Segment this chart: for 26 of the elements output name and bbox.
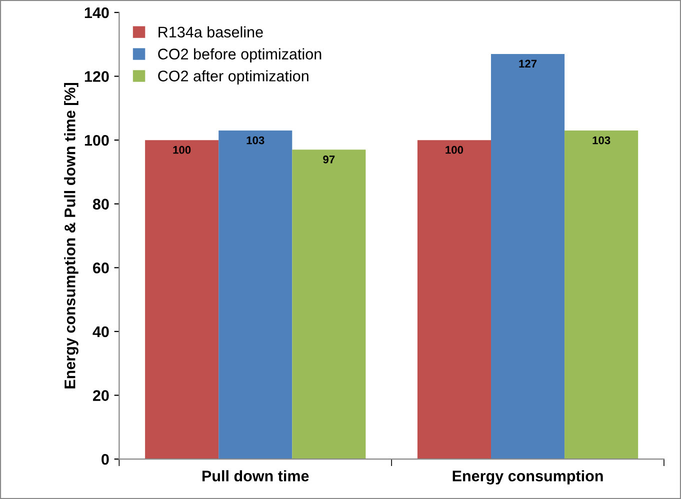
bar <box>145 140 219 460</box>
data-label: 100 <box>446 146 464 154</box>
x-tick-label: Pull down time <box>202 470 309 482</box>
y-tick-label: 140 <box>84 7 109 18</box>
data-label: 103 <box>246 136 264 144</box>
bar <box>564 130 638 460</box>
data-label: 100 <box>173 146 191 154</box>
y-tick-label: 100 <box>84 134 109 146</box>
bar <box>417 140 491 460</box>
bar <box>491 54 565 460</box>
bar <box>218 130 292 460</box>
y-tick-label: 120 <box>84 71 109 82</box>
x-tick-label: Energy consumption <box>452 470 603 484</box>
y-tick-label: 60 <box>93 262 109 274</box>
data-label: 127 <box>519 60 537 68</box>
y-tick-label: 40 <box>92 326 109 338</box>
legend-label: CO2 after optimization <box>158 70 308 84</box>
legend-label: R134a baseline <box>158 26 263 38</box>
y-tick-label: 20 <box>92 390 109 401</box>
y-tick-label: 0 <box>102 454 109 465</box>
data-label: 97 <box>323 155 335 164</box>
data-label: 103 <box>592 136 610 144</box>
y-axis-title: Energy consumption & Pull down time [%] <box>64 82 78 388</box>
bar <box>292 150 366 460</box>
legend-label: CO2 before optimization <box>158 48 322 63</box>
y-tick-label: 80 <box>92 198 109 210</box>
